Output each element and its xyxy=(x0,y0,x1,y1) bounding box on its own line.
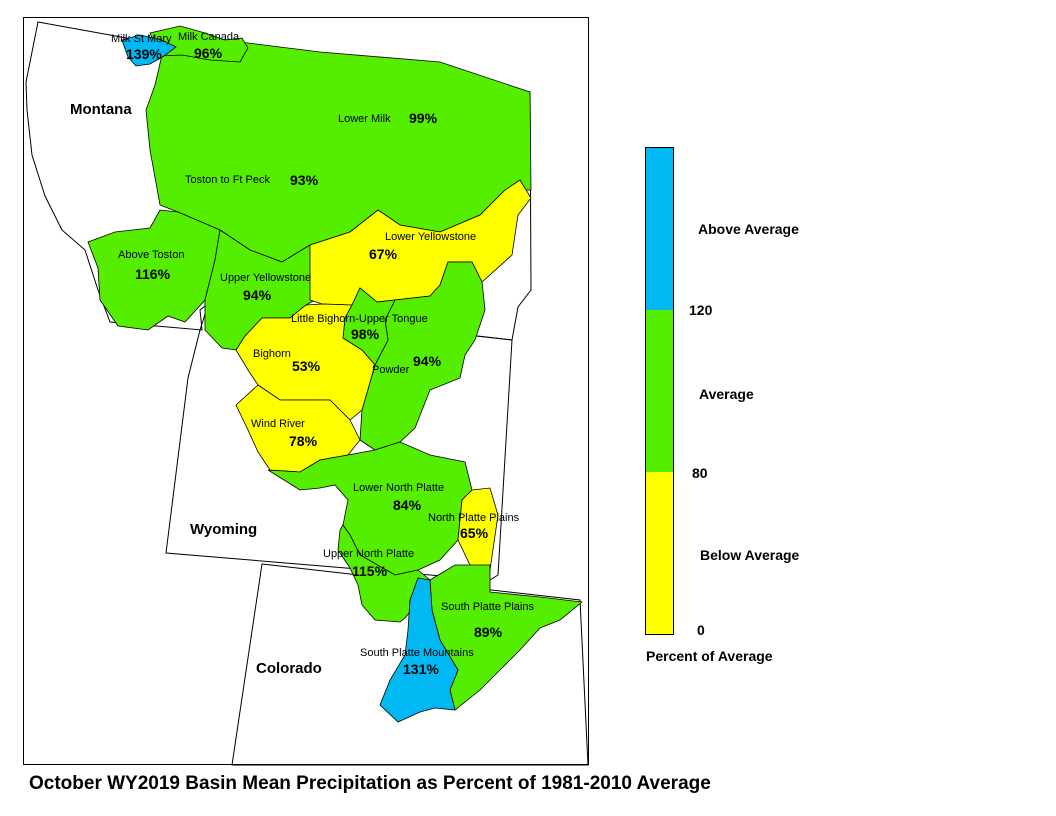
basin-label-milk-canada: Milk Canada xyxy=(178,31,240,43)
basin-percent-north-platte-plains: 65% xyxy=(460,525,489,541)
basin-percent-little-bighorn-upper-tongue: 98% xyxy=(351,326,380,342)
basin-south-platte-plains xyxy=(429,564,583,711)
basin-label-lower-north-platte: Lower North Platte xyxy=(353,482,444,494)
legend-color-bar xyxy=(645,147,674,635)
basin-percent-lower-milk: 99% xyxy=(409,110,438,126)
basin-label-milk-st-mary: Milk St Mary xyxy=(111,33,172,45)
basin-percent-bighorn: 53% xyxy=(292,358,321,374)
legend-title: Percent of Average xyxy=(646,648,773,664)
basin-label-above-toston: Above Toston xyxy=(118,249,184,261)
map-caption: October WY2019 Basin Mean Precipitation … xyxy=(29,773,711,794)
basin-polygons xyxy=(87,25,583,723)
basin-label-toston-to-ft-peck: Toston to Ft Peck xyxy=(185,174,270,186)
basin-label-upper-north-platte: Upper North Platte xyxy=(323,548,414,560)
basin-percents: 139% 96% 99% 93% 116% 94% 67% 98% 53% 94… xyxy=(126,45,503,677)
legend-label-average: Average xyxy=(699,386,754,402)
state-label-colorado: Colorado xyxy=(256,660,322,677)
basin-label-south-platte-plains: South Platte Plains xyxy=(441,601,534,613)
legend-label-above: Above Average xyxy=(698,221,799,237)
basin-label-lower-milk: Lower Milk xyxy=(338,113,391,125)
state-label-montana: Montana xyxy=(70,101,132,118)
basin-label-powder: Powder xyxy=(372,364,410,376)
basin-percent-upper-north-platte: 115% xyxy=(352,563,388,579)
basin-milk-canada xyxy=(149,25,249,63)
state-label-wyoming: Wyoming xyxy=(190,521,257,538)
legend-break-120: 120 xyxy=(689,302,713,318)
basin-percent-lower-north-platte: 84% xyxy=(393,497,422,513)
basin-percent-south-platte-mountains: 131% xyxy=(403,661,439,677)
basin-label-bighorn: Bighorn xyxy=(253,348,291,360)
legend-label-below: Below Average xyxy=(700,547,800,563)
basin-percent-wind-river: 78% xyxy=(289,433,318,449)
legend-swatch-average xyxy=(646,310,673,472)
legend-break-0: 0 xyxy=(697,622,705,638)
state-labels: Montana Wyoming Colorado xyxy=(70,101,322,677)
legend-swatch-below xyxy=(646,472,673,634)
basin-label-wind-river: Wind River xyxy=(251,418,305,430)
legend-swatch-above xyxy=(646,148,673,310)
basin-percent-above-toston: 116% xyxy=(135,266,171,282)
basin-percent-toston-to-ft-peck: 93% xyxy=(290,172,319,188)
basin-label-south-platte-mountains: South Platte Mountains xyxy=(360,647,474,659)
basin-upper-north-platte xyxy=(337,524,431,623)
basin-milk-st-mary xyxy=(121,34,177,67)
basin-percent-lower-yellowstone: 67% xyxy=(369,246,398,262)
wyoming-boundary xyxy=(165,304,513,581)
basin-label-lower-yellowstone: Lower Yellowstone xyxy=(385,231,476,243)
basin-labels: Milk St Mary Milk Canada Lower Milk Tost… xyxy=(111,31,534,659)
basin-percent-south-platte-plains: 89% xyxy=(474,624,503,640)
basin-percent-milk-canada: 96% xyxy=(194,45,223,61)
basin-label-upper-yellowstone: Upper Yellowstone xyxy=(220,272,311,284)
basin-label-little-bighorn-upper-tongue: Little Bighorn-Upper Tongue xyxy=(291,313,428,325)
legend-break-80: 80 xyxy=(692,465,708,481)
basin-percent-upper-yellowstone: 94% xyxy=(243,287,272,303)
basin-south-platte-mountains xyxy=(379,577,459,723)
basin-label-north-platte-plains: North Platte Plains xyxy=(428,512,520,524)
basin-percent-powder: 94% xyxy=(413,353,442,369)
basin-percent-milk-st-mary: 139% xyxy=(126,46,162,62)
